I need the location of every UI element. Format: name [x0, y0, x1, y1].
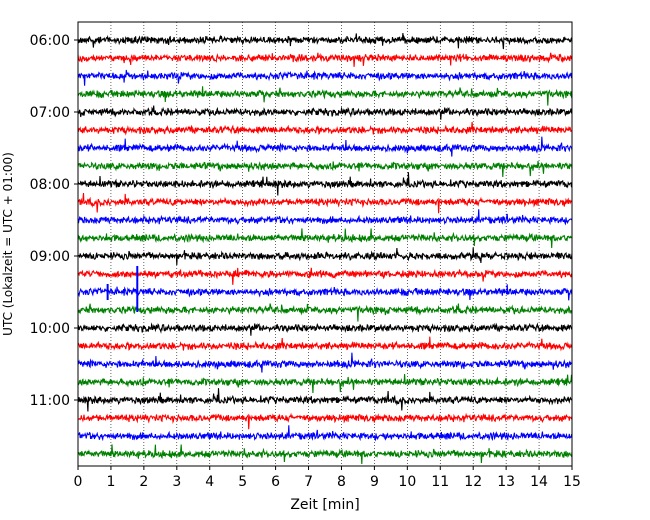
x-tick-label: 2 [139, 474, 148, 490]
trace-line [77, 172, 573, 196]
x-tick-label: 15 [563, 474, 581, 490]
trace-line [77, 86, 573, 106]
event-markers [106, 266, 139, 312]
y-axis-ticks: 06:00 07:00 08:00 09:00 10:00 11:00 [30, 33, 78, 409]
trace-line [77, 388, 573, 412]
x-tick-label: 5 [238, 474, 247, 490]
x-tick-label: 13 [497, 474, 515, 490]
trace-line [77, 373, 573, 394]
trace-line [77, 322, 573, 336]
trace-line [77, 267, 573, 285]
trace-line [77, 284, 573, 301]
x-tick-label: 11 [431, 474, 449, 490]
trace-line [77, 444, 573, 465]
x-tick-label: 3 [172, 474, 181, 490]
y-tick-label: 06:00 [30, 33, 70, 49]
x-tick-label: 12 [464, 474, 482, 490]
trace-line [77, 33, 573, 50]
x-tick-label: 4 [205, 474, 214, 490]
trace-line [77, 209, 573, 226]
x-tick-label: 14 [530, 474, 548, 490]
y-tick-label: 11:00 [30, 393, 70, 409]
x-axis-ticks: 0 1 2 3 4 5 6 7 8 9 10 11 12 13 14 15 [74, 466, 581, 490]
y-tick-label: 08:00 [30, 177, 70, 193]
x-axis-label: Zeit [min] [290, 497, 359, 513]
trace-line [77, 121, 573, 136]
y-tick-label: 09:00 [30, 249, 70, 265]
y-axis-label: UTC (Lokalzeit = UTC + 01:00) [1, 152, 15, 336]
y-tick-label: 10:00 [30, 321, 70, 337]
x-tick-label: 6 [271, 474, 280, 490]
x-tick-label: 9 [370, 474, 379, 490]
trace-line [77, 352, 573, 373]
plot-frame [77, 21, 573, 467]
seismogram-traces [77, 33, 573, 465]
trace-line [77, 105, 573, 120]
x-tick-label: 10 [398, 474, 416, 490]
trace-line [77, 52, 573, 67]
trace-line [77, 136, 573, 157]
trace-line [77, 336, 573, 352]
trace-line [77, 192, 573, 214]
trace-line [77, 228, 573, 249]
trace-line [77, 247, 573, 266]
y-tick-label: 07:00 [30, 105, 70, 121]
trace-line [77, 160, 573, 178]
trace-line [77, 303, 573, 322]
x-tick-label: 8 [337, 474, 346, 490]
x-tick-label: 0 [74, 474, 83, 490]
trace-line [77, 69, 573, 86]
trace-line [77, 412, 573, 430]
x-tick-label: 1 [106, 474, 115, 490]
trace-line [77, 425, 573, 442]
x-tick-label: 7 [304, 474, 313, 490]
